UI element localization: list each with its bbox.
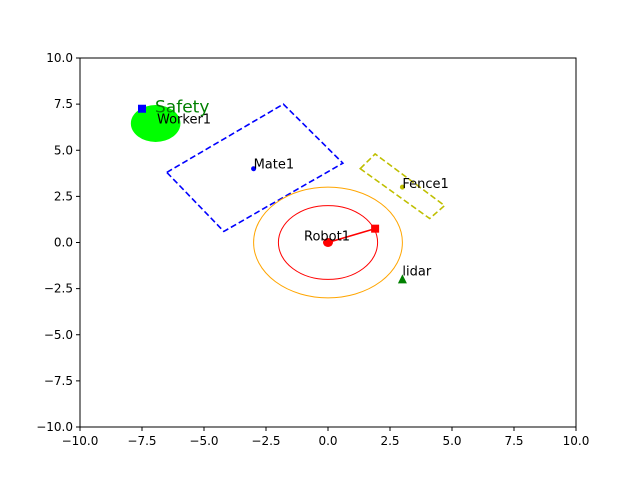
robot-outer-circle [253,186,403,299]
x-tick-label: −2.5 [251,434,280,448]
mate-zone-polygon [165,103,345,233]
safety-zone [130,105,181,142]
x-tick-label: 5.0 [442,434,461,448]
x-tick-label: −5.0 [189,434,218,448]
y-tick-label: −10.0 [36,420,73,434]
y-tick-label: 5.0 [54,143,73,157]
x-tick-label: −7.5 [127,434,156,448]
robot-inner-circle [277,205,379,280]
robot-arm-line [327,227,376,244]
robot-arm-end-point [371,224,380,233]
x-tick-label: 0.0 [318,434,337,448]
robot-base-point [323,238,333,247]
y-tick-label: −7.5 [44,374,73,388]
worker-label: Worker1 [157,113,211,128]
fence-point [399,184,405,190]
fence-label: Fence1 [402,177,448,192]
y-tick-label: 0.0 [54,236,73,250]
x-tick-label: 7.5 [504,434,523,448]
y-tick-label: −5.0 [44,328,73,342]
lidar-label: lidar [402,264,431,279]
mate-label: Mate1 [254,158,295,173]
lidar-point [397,274,407,284]
safety-label: Safety [155,98,209,118]
y-tick-label: 2.5 [54,189,73,203]
x-tick-label: 2.5 [380,434,399,448]
x-tick-label: 10.0 [563,434,590,448]
mate-point [251,166,257,172]
worker-point [138,104,146,113]
fence-polygon [359,152,446,220]
y-tick-label: 7.5 [54,97,73,111]
y-tick-label: 10.0 [46,51,73,65]
x-tick-label: −10.0 [62,434,99,448]
robot-label: Robot1 [304,230,350,245]
y-tick-label: −2.5 [44,282,73,296]
chart-axes: −10.0 −7.5 −5.0 −2.5 0.0 2.5 5.0 7.5 10.0 −10.0 −7… [36,51,589,448]
